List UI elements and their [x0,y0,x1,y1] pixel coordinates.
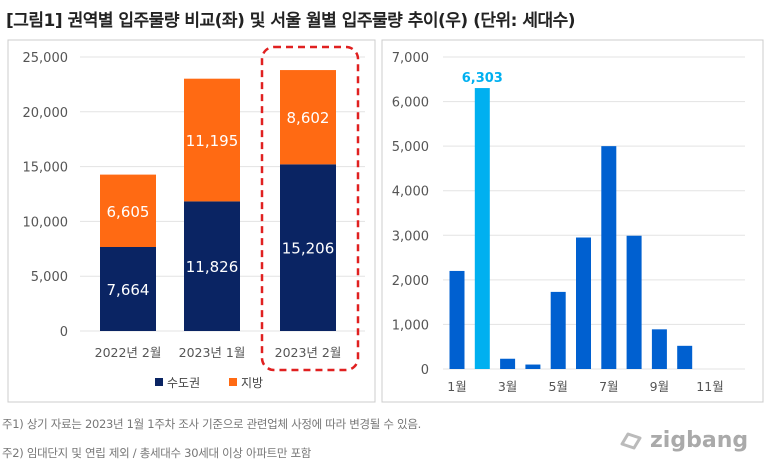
zigbang-logo: zigbang [618,428,748,453]
y-tick-label: 6,000 [392,96,429,111]
zigbang-logo-icon [620,432,642,449]
bar-수도권 [184,201,240,331]
bar-수도권 [100,247,156,331]
data-label: 11,826 [186,258,239,276]
y-tick-label: 0 [60,325,68,340]
legend-swatch [155,378,163,386]
x-tick-label: 9월 [650,379,669,394]
y-tick-label: 0 [421,363,429,378]
y-tick-label: 2,000 [392,274,429,289]
logo-text: zigbang [650,428,749,453]
highlight-box [260,45,360,372]
y-tick-label: 3,000 [392,229,429,244]
legend-label: 지방 [241,376,263,390]
legend-label: 수도권 [167,376,200,390]
legend-swatch [229,378,237,386]
bar-2월 [474,88,490,369]
bar-수도권 [280,164,336,331]
bar-지방 [100,174,156,248]
right-panel [381,39,764,403]
y-tick-label: 25,000 [23,51,69,66]
y-tick-label: 15,000 [23,161,69,176]
left-panel [7,39,376,403]
footnote-2: 주2) 임대단지 및 연립 제외 / 총세대수 30세대 이상 아파트만 포함 [2,446,312,460]
data-label: 7,664 [107,281,150,299]
bar-1월 [449,270,465,369]
x-tick-label: 1월 [447,379,466,394]
y-tick-label: 1,000 [392,318,429,333]
x-tick-label: 2023년 2월 [275,345,342,360]
bar-6월 [576,237,591,369]
footnote-1: 주1) 상기 자료는 2023년 1월 1주차 조사 기준으로 관련업체 사정에… [2,417,421,431]
data-label: 6,303 [462,71,503,86]
bar-지방 [280,70,336,165]
data-label: 15,206 [282,240,335,258]
bar-4월 [525,364,541,369]
bar-7월 [601,146,617,369]
bar-3월 [500,358,516,369]
bar-8월 [626,235,642,369]
x-tick-label: 11월 [696,379,723,394]
bar-5월 [550,291,566,369]
y-tick-label: 7,000 [392,51,429,66]
data-label: 6,605 [107,203,150,221]
y-tick-label: 4,000 [392,185,429,200]
bar-9월 [651,329,667,369]
x-tick-label: 5월 [548,379,567,394]
page-title: [그림1] 권역별 입주물량 비교(좌) 및 서울 월별 입주물량 추이(우) … [6,11,576,31]
x-tick-label: 2023년 1월 [179,345,246,360]
bar-지방 [184,78,240,202]
x-tick-label: 3월 [498,379,517,394]
x-tick-label: 7월 [599,379,618,394]
y-tick-label: 10,000 [23,215,69,230]
x-tick-label: 2022년 2월 [95,345,162,360]
y-tick-label: 20,000 [23,106,69,121]
bar-10월 [677,345,693,369]
y-tick-label: 5,000 [392,140,429,155]
data-label: 11,195 [186,132,239,150]
data-label: 8,602 [287,109,330,127]
y-tick-label: 5,000 [31,270,68,285]
